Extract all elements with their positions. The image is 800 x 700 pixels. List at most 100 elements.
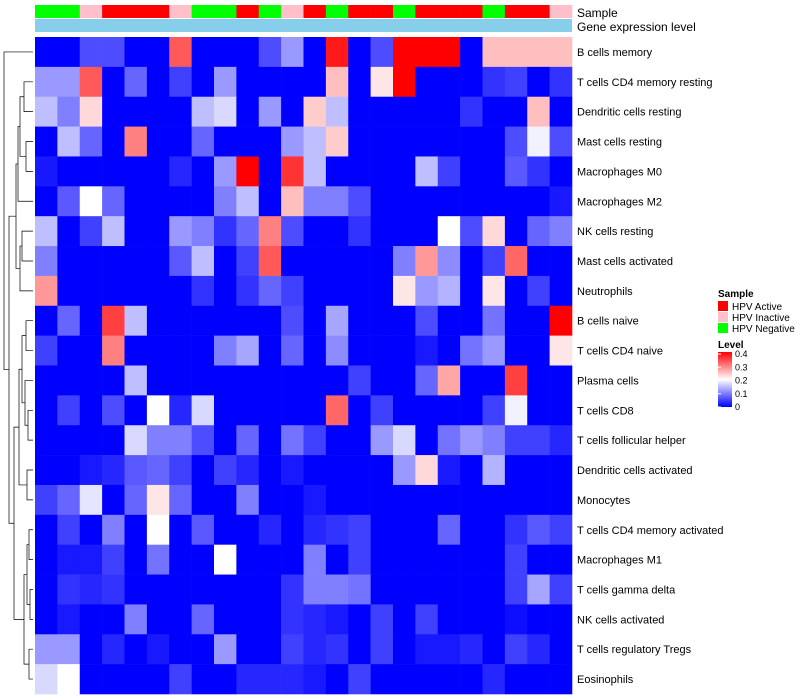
heatmap-cell [527,514,550,545]
row-label: Macrophages M1 [577,555,662,567]
heatmap-cell [124,216,148,247]
heatmap-cell [79,604,103,635]
heatmap-cell [460,66,483,98]
heatmap-cell [146,335,170,366]
heatmap-cell [415,37,439,68]
heatmap-cell [460,425,483,456]
heatmap-cell [549,186,573,217]
heatmap-cell [437,126,461,157]
heatmap-cell [124,335,148,366]
sample-legend-swatch [718,301,728,311]
heatmap-cell [191,514,215,545]
heatmap-cell [35,365,58,396]
heatmap-cell [102,275,125,307]
heatmap-cell [236,126,260,157]
heatmap-cell [527,246,550,277]
heatmap-cell [460,634,483,665]
heatmap-cell [124,305,148,336]
heatmap-cell [549,664,573,695]
sample-annotation-cell [102,5,125,18]
sample-annotation-cell [169,5,192,18]
heatmap-cell [214,335,237,366]
heatmap-cell [146,634,170,665]
heatmap-cell [146,305,170,336]
heatmap-cell [393,126,416,157]
heatmap-cell [214,66,237,98]
row-label: T cells CD4 memory activated [577,525,724,537]
heatmap-cell [460,514,483,545]
heatmap-cell [146,96,170,127]
row-label: T cells CD4 naive [577,346,663,358]
heatmap-cell [258,484,282,516]
heatmap-cell [258,186,282,217]
heatmap-cell [370,246,394,277]
heatmap-cell [460,305,483,336]
heatmap-cell [549,335,573,366]
heatmap-cell [79,425,103,456]
heatmap-cell [258,574,282,605]
level-legend-title: Level [718,340,744,351]
heatmap-cell [437,484,461,516]
heatmap-cell [169,275,192,307]
heatmap-cell [214,544,237,575]
heatmap-cell [370,484,394,516]
heatmap-cell [57,37,81,68]
heatmap-cell [35,634,58,665]
heatmap-cell [191,186,215,217]
heatmap-cell [325,335,349,366]
heatmap-cell [348,514,371,545]
heatmap-cell [236,455,260,486]
heatmap-cell [303,574,327,605]
heatmap-cell [482,305,506,336]
heatmap-cell [370,186,394,217]
heatmap-cell [169,455,192,486]
sample-annotation-cell [549,5,573,18]
heatmap-cell [393,634,416,665]
heatmap-cell [415,604,439,635]
dendrogram-link [3,51,33,371]
heatmap-cell [236,664,260,695]
heatmap-cell [57,484,81,516]
heatmap-cell [79,514,103,545]
heatmap-cell [460,544,483,575]
heatmap-cell [35,425,58,456]
heatmap-cell [348,455,371,486]
heatmap-cell [57,246,81,277]
heatmap-cell [281,66,304,98]
heatmap-cell [393,156,416,187]
heatmap-cell [57,305,81,336]
heatmap-cell [303,335,327,366]
heatmap-cell [35,186,58,217]
heatmap-cell [504,66,528,98]
heatmap-cell [281,634,304,665]
heatmap-cell [281,156,304,187]
heatmap-cell [214,156,237,187]
heatmap-cell [35,156,58,187]
heatmap-cell [348,305,371,336]
heatmap-cell [124,634,148,665]
heatmap-cell [214,604,237,635]
heatmap-cell [146,37,170,68]
heatmap-cell [437,664,461,695]
heatmap-cell [102,455,125,486]
heatmap-cell [437,604,461,635]
sample-legend-swatch [718,323,728,333]
sample-annotation-cell [460,5,483,18]
dendrogram-link [28,648,33,680]
heatmap-cell [169,484,192,516]
heatmap-cell [325,455,349,486]
heatmap-cell [527,425,550,456]
heatmap-cell [527,484,550,516]
heatmap-cell [460,275,483,307]
heatmap-cell [348,186,371,217]
heatmap-cell [214,574,237,605]
heatmap-cell [504,216,528,247]
heatmap-cell [57,66,81,98]
heatmap-cell [102,305,125,336]
heatmap-cell [79,634,103,665]
heatmap-cell [303,96,327,127]
heatmap-cell [482,275,506,307]
heatmap-cell [527,186,550,217]
heatmap-cell [102,604,125,635]
